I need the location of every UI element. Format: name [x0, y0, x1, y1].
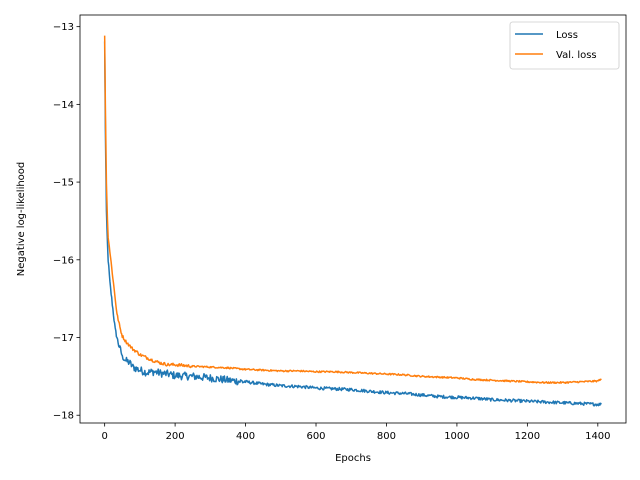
- x-tick-label: 800: [377, 431, 396, 442]
- x-tick-label: 600: [306, 431, 325, 442]
- series-line-loss: [103, 41, 602, 407]
- x-axis: 0 200 400 600 800 1000 1200 1400: [101, 423, 611, 442]
- plot-frame: [79, 14, 627, 424]
- legend-label: Val. loss: [556, 50, 597, 61]
- x-tick-label: 200: [166, 431, 185, 442]
- y-tick-label: −16: [53, 255, 74, 266]
- y-tick-label: −18: [53, 411, 74, 422]
- y-axis: −13 −14 −15 −16 −17 −18: [53, 22, 80, 422]
- y-tick-label: −17: [53, 333, 74, 344]
- y-tick-label: −15: [53, 178, 74, 189]
- legend: Loss Val. loss: [509, 21, 620, 70]
- y-tick-label: −13: [53, 22, 74, 33]
- x-tick-label: 400: [236, 431, 255, 442]
- x-tick-label: 0: [101, 431, 107, 442]
- x-tick-label: 1400: [585, 431, 610, 442]
- y-tick-label: −14: [53, 100, 74, 111]
- plot-lines: [103, 35, 602, 407]
- y-axis-title: Negative log-likelihood: [16, 162, 27, 277]
- x-axis-title: Epochs: [335, 453, 371, 464]
- x-tick-label: 1200: [515, 431, 540, 442]
- series-line-val-loss: [103, 35, 602, 385]
- legend-label: Loss: [556, 30, 578, 41]
- x-tick-label: 1000: [444, 431, 469, 442]
